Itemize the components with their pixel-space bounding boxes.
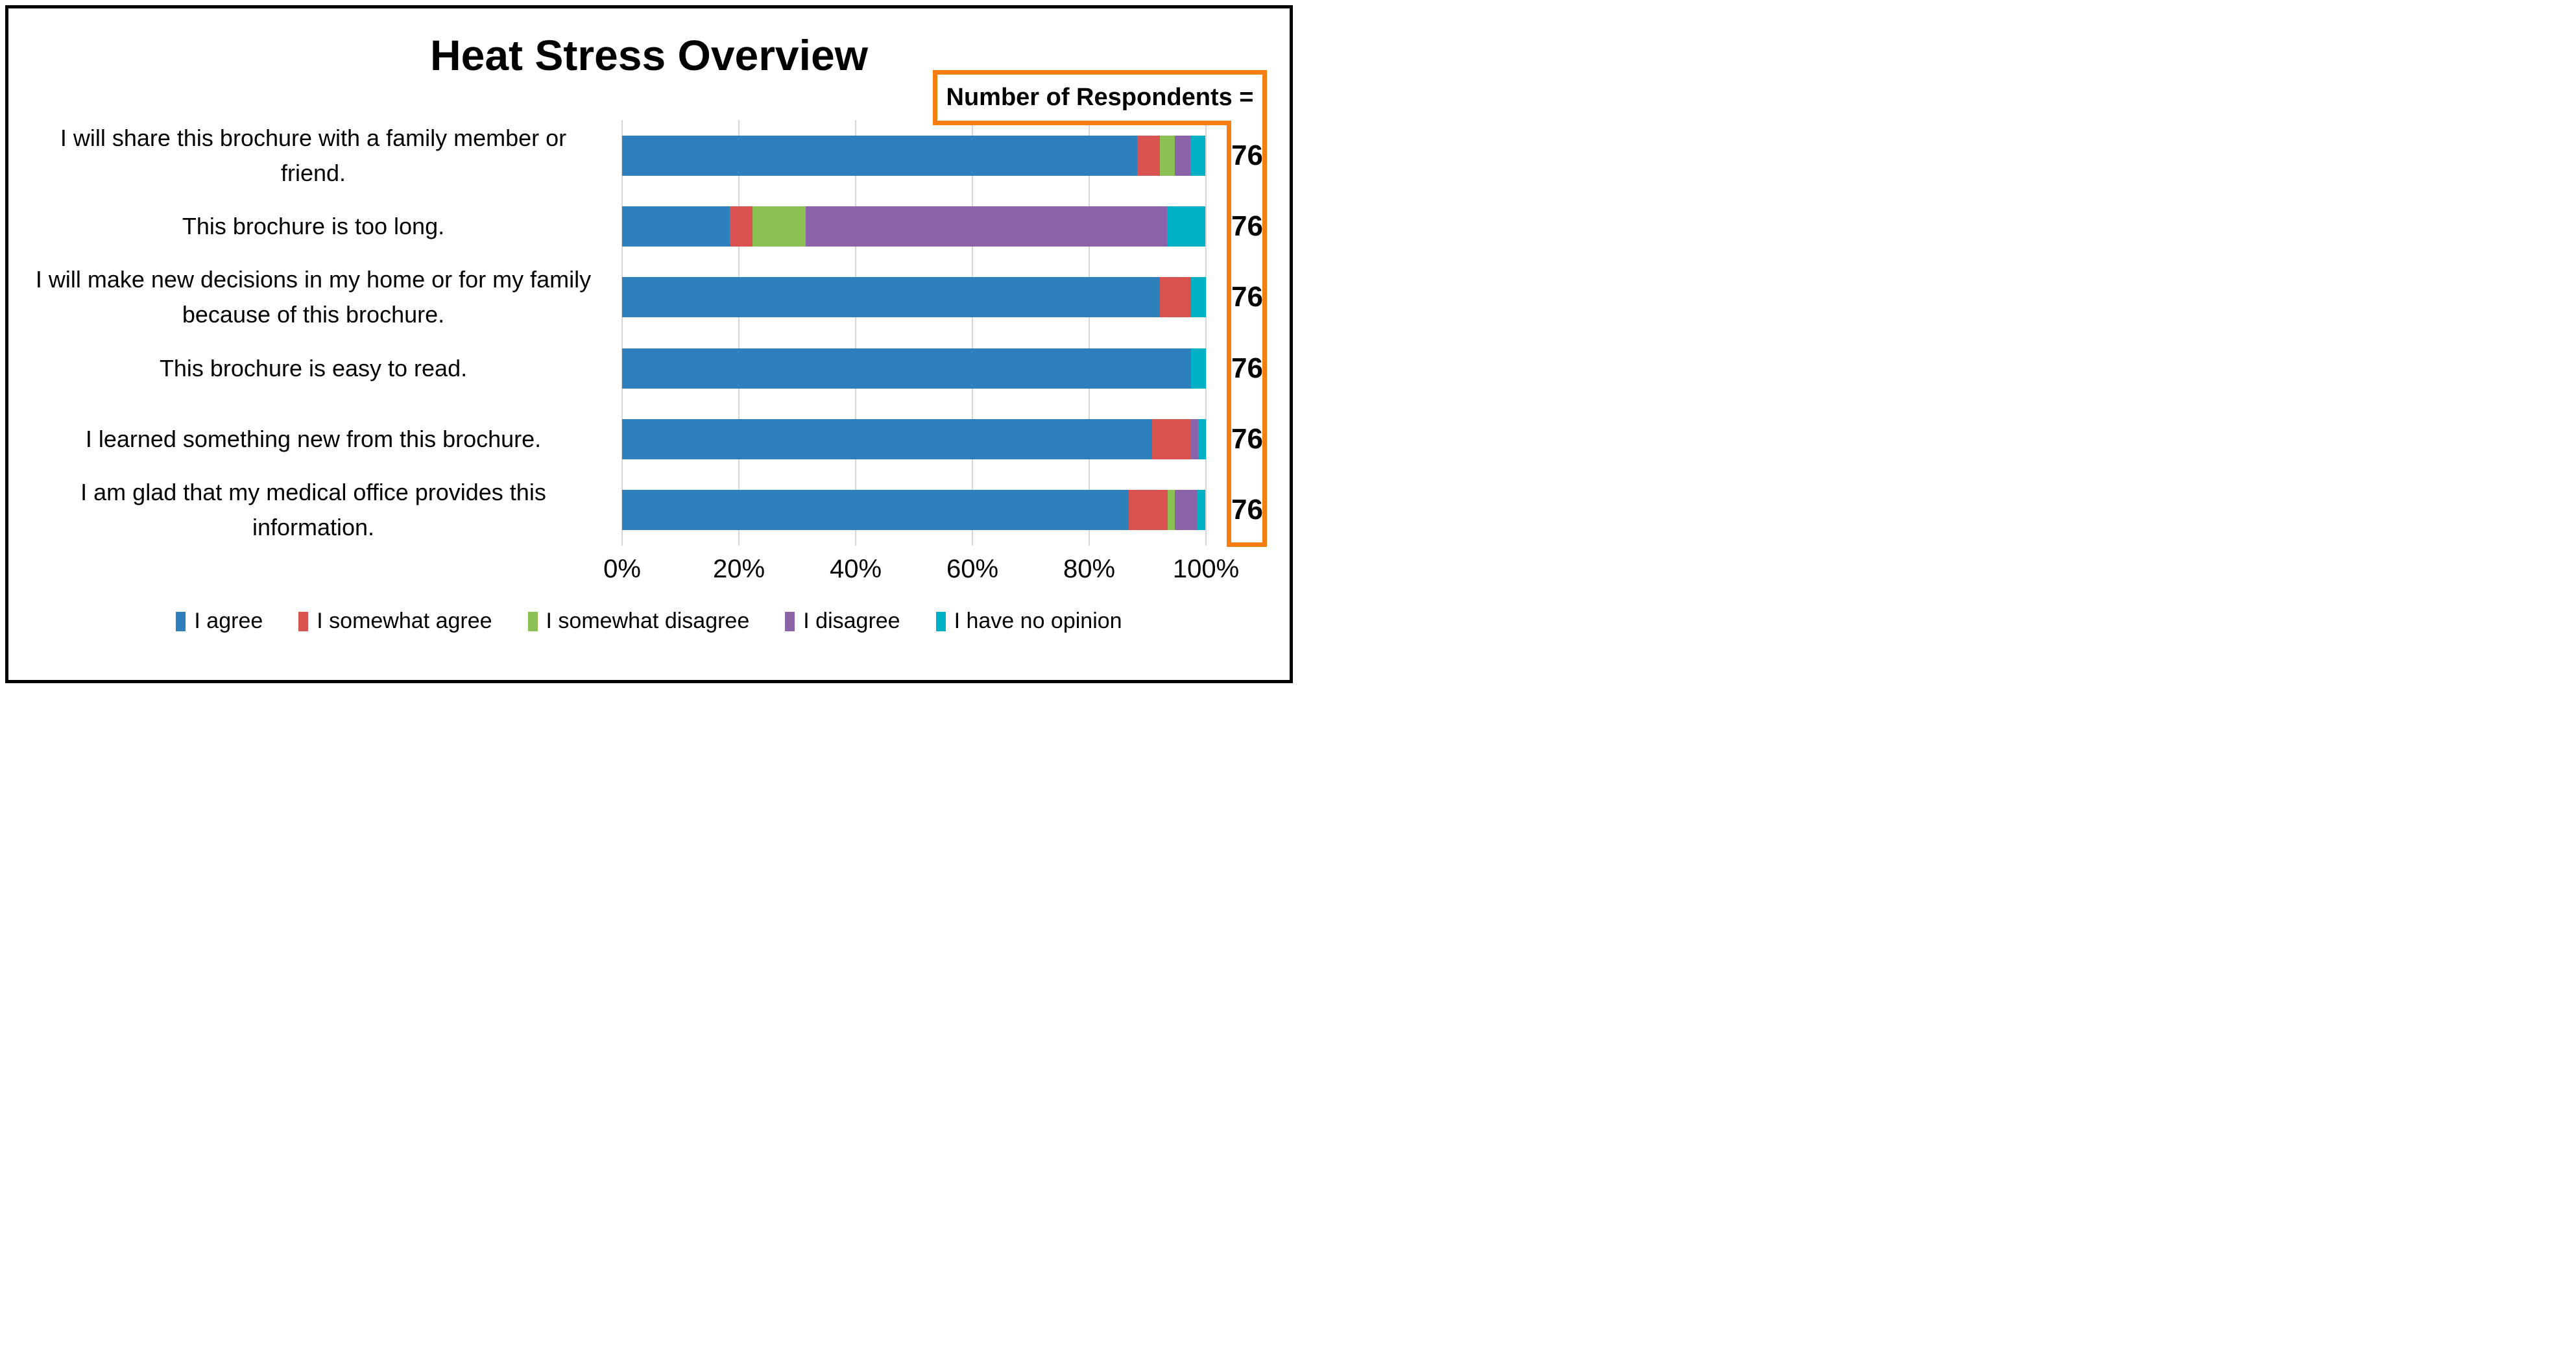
bar-segment-i-agree — [622, 348, 1191, 389]
bar-segment-i-somewhat-disagree — [1159, 135, 1175, 176]
bar-segment-i-disagree — [1190, 419, 1199, 459]
legend-marker-i-agree — [176, 611, 186, 631]
bar-row-2 — [622, 206, 1206, 247]
bar-row-1 — [622, 135, 1206, 176]
plot-area — [621, 120, 1207, 546]
category-label-text: I am glad that my medical office provide… — [80, 479, 546, 541]
x-tick-label-0-: 0% — [603, 555, 641, 583]
respondent-count: 76 — [1231, 281, 1263, 313]
bar-segment-i-have-no-opinion — [1198, 490, 1206, 531]
legend-item-i-agree: I agree — [176, 609, 263, 634]
bar-segment-i-disagree — [1175, 135, 1190, 176]
gridline-0- — [621, 120, 623, 546]
bar-segment-i-have-no-opinion — [1190, 348, 1206, 389]
bar-segment-i-agree — [622, 490, 1129, 531]
category-label-text: I learned something new from this brochu… — [85, 425, 542, 452]
legend-item-i-somewhat-disagree: I somewhat disagree — [527, 609, 750, 634]
category-label-text: This brochure is too long. — [182, 212, 445, 239]
respondent-count: 76 — [1231, 139, 1263, 171]
category-axis: I will share this brochure with a family… — [25, 120, 602, 546]
bar-segment-i-agree — [622, 277, 1160, 318]
bar-segment-i-agree — [622, 419, 1153, 459]
chart-frame: Heat Stress Overview I will share this b… — [5, 5, 1293, 683]
legend-marker-i-have-no-opinion — [935, 611, 946, 631]
bar-segment-i-somewhat-agree — [729, 206, 752, 247]
bar-segment-i-somewhat-agree — [1159, 277, 1191, 318]
respondents-annotation-box: Number of Respondents = — [933, 70, 1267, 125]
legend-label: I agree — [194, 609, 263, 633]
x-axis: 0% 20% 40% 60% 80% 100% — [603, 555, 1239, 590]
x-tick-label-100-: 100% — [1172, 555, 1240, 583]
x-tick-label-60-: 60% — [946, 555, 999, 583]
legend-label: I have no opinion — [954, 609, 1122, 633]
legend-item-i-have-no-opinion: I have no opinion — [935, 609, 1122, 634]
bar-segment-i-agree — [622, 206, 730, 247]
bar-segment-i-have-no-opinion — [1198, 419, 1206, 459]
category-label: This brochure is too long. — [25, 191, 602, 261]
legend-marker-i-disagree — [785, 611, 795, 631]
bar-segment-i-somewhat-agree — [1129, 490, 1168, 531]
legend-marker-i-somewhat-disagree — [527, 611, 538, 631]
gridline-100- — [1205, 120, 1207, 546]
gridline-80- — [1089, 120, 1090, 546]
bar-segment-i-somewhat-agree — [1137, 135, 1160, 176]
x-tick-label-40-: 40% — [829, 555, 882, 583]
category-label: I am glad that my medical office provide… — [25, 475, 602, 546]
bar-row-4 — [622, 348, 1206, 389]
gridline-40- — [855, 120, 856, 546]
category-label: I will make new decisions in my home or … — [25, 262, 602, 333]
respondents-annotation-strip: 76 76 76 76 76 76 — [1227, 121, 1267, 547]
bar-segment-i-somewhat-agree — [1152, 419, 1191, 459]
category-label-text: I will share this brochure with a family… — [60, 124, 567, 186]
category-label: I learned something new from this brochu… — [25, 404, 602, 474]
category-label: This brochure is easy to read. — [25, 333, 602, 404]
category-label-text: This brochure is easy to read. — [159, 354, 468, 381]
legend-item-i-disagree: I disagree — [785, 609, 900, 634]
x-tick-label-20-: 20% — [712, 555, 765, 583]
respondent-count: 76 — [1231, 494, 1263, 526]
bar-segment-i-somewhat-disagree — [752, 206, 806, 247]
legend-label: I disagree — [803, 609, 900, 633]
gridline-20- — [738, 120, 740, 546]
category-label: I will share this brochure with a family… — [25, 120, 602, 191]
gridline-60- — [972, 120, 973, 546]
bar-segment-i-disagree — [806, 206, 1167, 247]
legend: I agree I somewhat agree I somewhat disagr… — [8, 609, 1290, 634]
chart-title: Heat Stress Overview — [429, 31, 869, 79]
x-tick-label-80-: 80% — [1063, 555, 1116, 583]
bar-row-3 — [622, 277, 1206, 318]
bar-segment-i-agree — [622, 135, 1137, 176]
respondent-count: 76 — [1231, 210, 1263, 242]
bar-segment-i-have-no-opinion — [1190, 135, 1206, 176]
bar-row-6 — [622, 490, 1206, 531]
legend-label: I somewhat disagree — [546, 609, 750, 633]
bar-segment-i-disagree — [1175, 490, 1198, 531]
legend-label: I somewhat agree — [317, 609, 492, 633]
respondent-count: 76 — [1231, 423, 1263, 455]
bar-segment-i-have-no-opinion — [1190, 277, 1206, 318]
legend-marker-i-somewhat-agree — [298, 611, 309, 631]
bar-row-5 — [622, 419, 1206, 459]
category-label-text: I will make new decisions in my home or … — [35, 266, 592, 328]
legend-item-i-somewhat-agree: I somewhat agree — [298, 609, 492, 634]
bar-segment-i-have-no-opinion — [1166, 206, 1206, 247]
respondents-annotation-label: Number of Respondents = — [946, 84, 1254, 111]
respondent-count: 76 — [1231, 352, 1263, 384]
bar-segment-i-somewhat-disagree — [1167, 490, 1175, 531]
